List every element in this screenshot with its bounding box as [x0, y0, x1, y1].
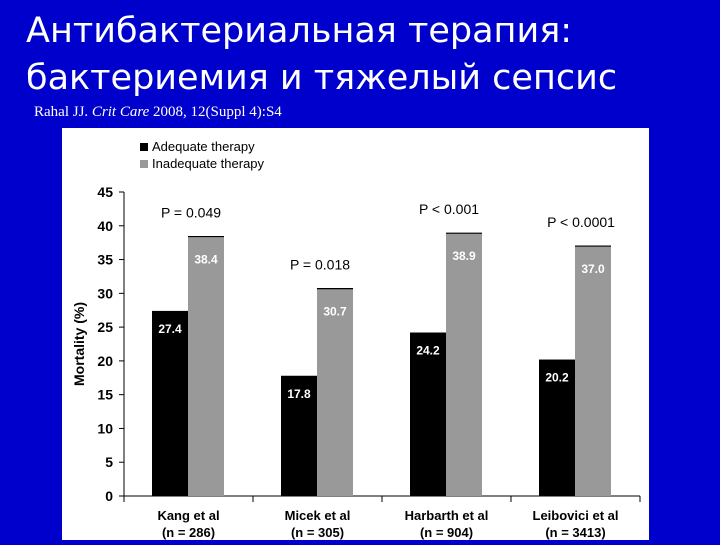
- category-label-4: Leibovici et al: [533, 508, 619, 523]
- legend-swatch-1: [140, 143, 148, 151]
- bar-inadequate-1: [188, 236, 224, 496]
- y-tick-label-10: 10: [97, 420, 113, 436]
- citation-authors: Rahal JJ.: [34, 104, 89, 120]
- y-axis-title: Mortality (%): [71, 302, 87, 386]
- p-value-3: P < 0.001: [419, 201, 479, 217]
- citation-journal: Crit Care: [91, 104, 150, 120]
- p-value-2: P = 0.018: [290, 257, 350, 273]
- y-tick-label-5: 5: [105, 454, 113, 470]
- bar-adequate-1: [152, 310, 188, 496]
- citation-details: 2008, 12(Suppl 4):S4: [153, 104, 282, 120]
- category-label-3: Harbarth et al: [405, 508, 489, 523]
- category-n-label-1: (n = 286): [162, 525, 215, 540]
- y-tick-label-45: 45: [97, 184, 113, 200]
- bar-inadequate-3: [446, 233, 482, 496]
- y-axis: 0 5 10 15 20 25 30 35 40 45 Mortality (%): [71, 184, 641, 504]
- data-label-adequate-2: 17.8: [287, 387, 311, 401]
- category-label-1: Kang et al: [157, 508, 219, 523]
- bar-adequate-3: [410, 332, 446, 496]
- bar-adequate-4: [539, 359, 575, 496]
- legend-swatch-2: [140, 160, 148, 168]
- category-n-label-2: (n = 305): [291, 525, 344, 540]
- legend-label-2: Inadequate therapy: [152, 156, 265, 171]
- labels: 27.4 38.4 P = 0.049 Kang et al (n = 286) 17.8…: [157, 201, 618, 540]
- data-label-adequate-1: 27.4: [158, 322, 182, 336]
- legend-label-1: Adequate therapy: [152, 139, 255, 154]
- p-value-4: P < 0.0001: [547, 214, 615, 230]
- data-label-inadequate-2: 30.7: [323, 305, 347, 319]
- y-tick-label-20: 20: [97, 353, 113, 369]
- bar-adequate-2: [281, 375, 317, 496]
- category-label-2: Micek et al: [285, 508, 351, 523]
- y-tick-label-0: 0: [105, 488, 113, 504]
- category-n-label-3: (n = 904): [420, 525, 473, 540]
- p-value-1: P = 0.049: [161, 205, 221, 221]
- bar-inadequate-4: [575, 246, 611, 496]
- slide-title-line-2: бактериемия и тяжелый сепсис: [26, 58, 618, 98]
- y-tick-label-40: 40: [97, 218, 113, 234]
- data-label-adequate-4: 20.2: [545, 371, 569, 385]
- slide-title-line-1: Антибактериальная терапия:: [26, 11, 573, 51]
- data-label-inadequate-1: 38.4: [194, 253, 218, 267]
- y-tick-label-35: 35: [97, 252, 113, 268]
- y-tick-label-30: 30: [97, 285, 113, 301]
- slide-title: Антибактериальная терапия: бактериемия и…: [26, 8, 617, 102]
- citation: Rahal JJ. Crit Care 2008, 12(Suppl 4):S4: [34, 104, 282, 121]
- data-label-adequate-3: 24.2: [416, 344, 440, 358]
- chart-panel: Adequate therapy Inadequate therapy 0 5 10 1…: [62, 128, 649, 540]
- y-tick-label-25: 25: [97, 319, 113, 335]
- y-tick-label-15: 15: [97, 387, 113, 403]
- bar-inadequate-2: [317, 288, 353, 496]
- data-label-inadequate-4: 37.0: [581, 262, 605, 276]
- mortality-bar-chart: Adequate therapy Inadequate therapy 0 5 10 1…: [71, 139, 641, 540]
- bars: [152, 232, 611, 496]
- data-label-inadequate-3: 38.9: [452, 249, 476, 263]
- category-n-label-4: (n = 3413): [545, 525, 605, 540]
- chart-legend: Adequate therapy Inadequate therapy: [140, 139, 265, 171]
